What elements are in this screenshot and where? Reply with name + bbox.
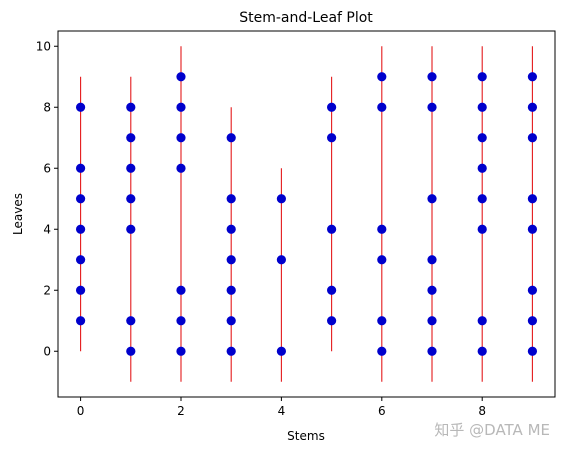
y-tick-label-6: 6 — [43, 161, 51, 175]
leaf-point-9-0 — [527, 346, 538, 356]
leaf-point-3-2 — [226, 285, 236, 295]
leaf-point-9-4 — [527, 224, 538, 234]
leaf-point-5-7 — [327, 133, 337, 143]
leaf-point-4-3 — [276, 255, 286, 265]
leaf-point-2-7 — [176, 133, 186, 143]
leaf-point-0-8 — [75, 102, 86, 112]
leaf-point-1-4 — [126, 224, 136, 234]
leaf-point-2-9 — [176, 72, 186, 82]
y-tick-label-2: 2 — [43, 283, 51, 297]
leaf-point-9-2 — [527, 285, 538, 295]
tick-layer: 0 2 4 6 8 0 2 4 6 8 10 — [36, 39, 486, 418]
leaf-point-7-8 — [427, 102, 437, 112]
x-axis-label: Stems — [287, 429, 325, 443]
leaf-point-3-5 — [226, 194, 236, 204]
y-tick-label-10: 10 — [36, 39, 51, 53]
leaf-point-3-3 — [226, 255, 236, 265]
leaf-point-9-8 — [527, 102, 538, 112]
axes-frame — [57, 30, 556, 398]
leaf-point-5-8 — [327, 102, 337, 112]
leaf-point-0-5 — [75, 194, 86, 204]
leaf-point-6-8 — [377, 102, 387, 112]
leaf-point-1-6 — [126, 163, 136, 173]
leaf-point-9-5 — [527, 194, 538, 204]
leaf-point-8-5 — [477, 194, 487, 204]
leaf-point-5-4 — [327, 224, 337, 234]
leaf-point-9-7 — [527, 133, 538, 143]
leaf-point-9-1 — [527, 316, 538, 326]
leaf-point-6-1 — [377, 316, 387, 326]
leaf-point-3-0 — [226, 346, 236, 356]
leaf-point-0-1 — [75, 316, 86, 326]
leaf-point-2-2 — [176, 285, 186, 295]
watermark: 知乎 @DATA ME — [434, 421, 550, 439]
leaf-point-4-0 — [276, 346, 286, 356]
leaf-point-7-0 — [427, 346, 437, 356]
leaf-point-7-2 — [427, 285, 437, 295]
leaf-point-8-8 — [477, 102, 487, 112]
leaf-point-7-1 — [427, 316, 437, 326]
leaf-point-2-0 — [176, 346, 186, 356]
leaf-point-1-1 — [126, 316, 136, 326]
leaf-point-7-5 — [427, 194, 437, 204]
leaf-point-5-2 — [327, 285, 337, 295]
leaf-point-8-7 — [477, 133, 487, 143]
x-tick-label-8: 8 — [478, 404, 486, 418]
x-tick-label-4: 4 — [278, 404, 286, 418]
y-tick-label-4: 4 — [43, 222, 51, 236]
leaf-point-1-8 — [126, 102, 136, 112]
leaf-point-0-3 — [75, 255, 86, 265]
leaf-point-7-3 — [427, 255, 437, 265]
leaf-point-1-7 — [126, 133, 136, 143]
x-tick-label-6: 6 — [378, 404, 386, 418]
leaf-point-0-4 — [75, 224, 86, 234]
leaf-point-5-1 — [327, 316, 337, 326]
leaf-point-2-1 — [176, 316, 186, 326]
leaf-point-8-9 — [477, 72, 487, 82]
chart-title: Stem-and-Leaf Plot — [239, 10, 373, 26]
leaf-point-8-4 — [477, 224, 487, 234]
leaf-point-6-3 — [377, 255, 387, 265]
leaf-point-6-9 — [377, 72, 387, 82]
leaf-point-8-1 — [477, 316, 487, 326]
leaf-point-3-4 — [226, 224, 236, 234]
leaf-point-8-6 — [477, 163, 487, 173]
y-axis-label: Leaves — [11, 193, 25, 235]
leaf-point-6-0 — [377, 346, 387, 356]
y-tick-label-0: 0 — [43, 344, 51, 358]
leaf-point-7-9 — [427, 72, 437, 82]
leaf-point-2-6 — [176, 163, 186, 173]
leaf-point-0-6 — [75, 163, 86, 173]
leaf-point-3-7 — [226, 133, 236, 143]
leaf-point-1-0 — [126, 346, 136, 356]
leaf-point-6-4 — [377, 224, 387, 234]
leaf-point-4-5 — [276, 194, 286, 204]
leaf-point-1-5 — [126, 194, 136, 204]
leaf-point-8-0 — [477, 346, 487, 356]
x-tick-label-0: 0 — [77, 404, 85, 418]
leaf-point-2-8 — [176, 102, 186, 112]
leaf-point-3-1 — [226, 316, 236, 326]
y-tick-label-8: 8 — [43, 100, 51, 114]
x-tick-label-2: 2 — [177, 404, 185, 418]
leaf-point-9-9 — [527, 72, 538, 82]
leaf-point-0-2 — [75, 285, 86, 295]
plot-layer — [75, 46, 538, 382]
